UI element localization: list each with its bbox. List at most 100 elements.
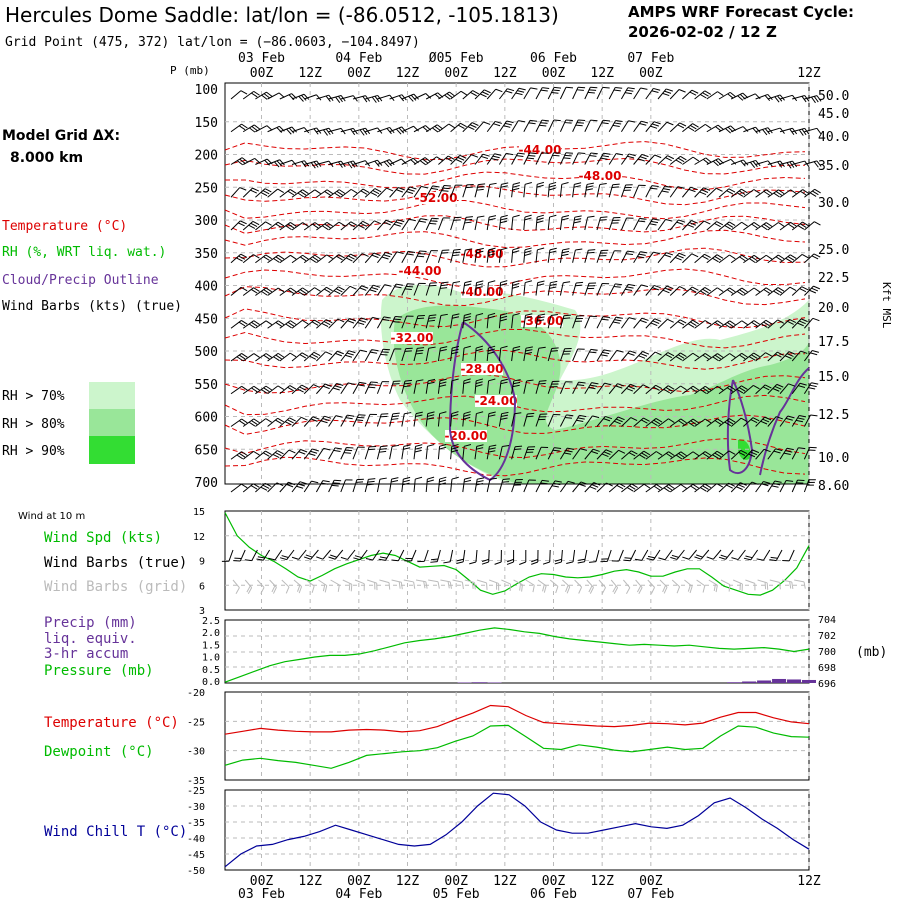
profile-barb-9-2 bbox=[255, 385, 273, 395]
profile-barb-3-22-staff bbox=[498, 184, 502, 198]
profile-barb-5-45-flag-2 bbox=[785, 257, 792, 263]
profile-barb-3-47-flag-1 bbox=[812, 190, 819, 196]
profile-barb-3-26 bbox=[547, 181, 557, 198]
profile-barb-7-31-flag-2 bbox=[612, 321, 620, 324]
profile-barb-1-15-staff bbox=[413, 125, 426, 133]
wind10-barb-true-29-flag-1 bbox=[578, 558, 586, 561]
profile-barb-8-13 bbox=[389, 348, 402, 362]
profile-barb-12-22-staff bbox=[498, 479, 504, 493]
profile-barb-4-24-staff bbox=[523, 217, 526, 231]
profile-barb-2-38-flag-1 bbox=[703, 158, 710, 165]
height-tick-9: 15.0 bbox=[818, 370, 849, 385]
temperature-series-label: Temperature (°C) bbox=[44, 715, 179, 731]
wind10-barb-true-43-flag-0 bbox=[743, 557, 751, 561]
profile-barb-9-23-flag-0 bbox=[513, 379, 521, 382]
precip-bar-17 bbox=[472, 682, 487, 683]
profile-barb-0-13 bbox=[389, 94, 407, 102]
profile-barb-9-3-staff bbox=[267, 385, 279, 395]
profile-barb-12-25-staff bbox=[535, 480, 543, 493]
profile-barb-8-33-flag-0 bbox=[642, 351, 650, 355]
profile-barb-8-18-flag-2 bbox=[451, 351, 459, 355]
profile-barb-0-34 bbox=[645, 87, 661, 100]
profile-barb-6-23-flag-1 bbox=[512, 283, 520, 286]
wind10-barb-true-5-flag-1 bbox=[281, 555, 289, 558]
profile-barb-12-30-staff bbox=[596, 482, 607, 493]
profile-barb-4-28-staff bbox=[572, 217, 576, 231]
profile-barb-7-13-flag-2 bbox=[392, 321, 400, 323]
profile-barb-2-18 bbox=[450, 154, 467, 165]
profile-barb-3-35-flag-2 bbox=[661, 190, 669, 193]
profile-barb-8-9 bbox=[340, 350, 356, 362]
profile-barb-0-34-flag-1 bbox=[651, 90, 659, 94]
profile-barb-2-3-staff bbox=[267, 159, 280, 165]
profile-barb-10-27-staff bbox=[559, 414, 567, 427]
profile-barb-10-7-flag-2 bbox=[320, 420, 328, 424]
profile-barb-4-9-flag-0 bbox=[350, 221, 358, 226]
profile-barb-5-20-flag-1 bbox=[476, 250, 484, 254]
profile-barb-8-2 bbox=[255, 353, 273, 362]
profile-barb-0-40-staff bbox=[718, 91, 731, 100]
profile-barb-4-16-flag-1 bbox=[430, 220, 438, 222]
profile-barb-7-17-flag-0 bbox=[440, 313, 448, 316]
profile-barb-2-45-staff bbox=[779, 160, 793, 165]
profile-barb-10-19-flag-0 bbox=[463, 411, 471, 415]
profile-barb-3-29-staff bbox=[584, 184, 588, 198]
profile-barb-12-39 bbox=[706, 483, 724, 493]
profile-barb-8-9-staff bbox=[340, 350, 350, 362]
profile-barb-5-26 bbox=[547, 247, 557, 263]
profile-barb-7-27-staff bbox=[559, 315, 565, 329]
profile-barb-10-38 bbox=[694, 418, 712, 427]
profile-barb-3-37-flag-1 bbox=[688, 188, 696, 193]
profile-barb-8-12-flag-2 bbox=[380, 353, 388, 356]
profile-barb-9-1 bbox=[242, 385, 260, 395]
profile-barb-11-2-flag-1 bbox=[262, 452, 270, 457]
profile-barb-3-11-staff bbox=[364, 188, 376, 198]
profile-barb-2-12-staff bbox=[377, 159, 390, 165]
profile-barb-11-0-flag-2 bbox=[236, 454, 244, 460]
wind10-barb-true-24-flag-0 bbox=[519, 561, 526, 565]
profile-barb-9-8 bbox=[328, 382, 344, 395]
profile-barb-12-1-staff bbox=[242, 483, 254, 493]
profile-barb-6-45-staff bbox=[779, 286, 791, 296]
profile-barb-6-23 bbox=[511, 280, 520, 296]
profile-barb-9-43-staff bbox=[755, 384, 766, 395]
profile-barb-9-1-staff bbox=[242, 385, 255, 395]
profile-barb-9-40-flag-1 bbox=[726, 387, 734, 392]
wind10-barb-grid-20-staff bbox=[476, 579, 487, 584]
profile-barb-12-30 bbox=[596, 482, 613, 493]
profile-barb-11-30-flag-2 bbox=[601, 453, 609, 458]
height-tick-0: 50.0 bbox=[818, 89, 849, 104]
profile-barb-3-9-flag-0 bbox=[350, 188, 358, 194]
contour-label-10: -20.00 bbox=[445, 429, 488, 443]
profile-barb-6-4-flag-0 bbox=[290, 287, 297, 293]
precip-bar-37 bbox=[772, 678, 787, 683]
profile-barb-11-23 bbox=[511, 445, 523, 460]
wind10-heading: Wind at 10 m bbox=[18, 511, 85, 522]
wind10-barb-true-41-flag-0 bbox=[718, 556, 726, 560]
profile-barb-6-13-flag-0 bbox=[395, 283, 403, 286]
pressure-series-label: Pressure (mb) bbox=[44, 663, 154, 679]
profile-barb-1-45-flag-1 bbox=[789, 128, 795, 135]
profile-barb-12-22-flag-0 bbox=[502, 478, 510, 480]
profile-barb-3-38 bbox=[694, 187, 711, 198]
profile-barb-12-32-flag-0 bbox=[631, 483, 638, 488]
profile-barb-8-43-flag-0 bbox=[765, 352, 772, 357]
profile-barb-4-7-flag-1 bbox=[324, 223, 331, 229]
profile-barb-11-28 bbox=[572, 448, 588, 460]
profile-barb-11-42-flag-0 bbox=[752, 449, 760, 454]
profile-barb-10-8-flag-0 bbox=[335, 415, 343, 418]
profile-barb-2-36-staff bbox=[669, 155, 681, 165]
profile-barb-1-6-staff bbox=[304, 127, 317, 133]
profile-barb-2-37-flag-0 bbox=[692, 156, 700, 162]
profile-barb-1-1-flag-2 bbox=[249, 127, 256, 133]
profile-barb-1-33-flag-1 bbox=[639, 123, 647, 126]
profile-barb-1-43-flag-0 bbox=[767, 127, 773, 134]
profile-barb-0-23-flag-1 bbox=[517, 90, 525, 93]
profile-barb-3-14-flag-0 bbox=[409, 186, 417, 190]
profile-barb-12-26-staff bbox=[547, 480, 556, 493]
profile-barb-2-5-staff bbox=[291, 160, 305, 165]
profile-barb-11-35-staff bbox=[657, 451, 669, 460]
profile-barb-10-2 bbox=[255, 418, 272, 427]
profile-barb-11-12-staff bbox=[376, 446, 382, 460]
profile-barb-7-24-flag-1 bbox=[525, 316, 533, 319]
